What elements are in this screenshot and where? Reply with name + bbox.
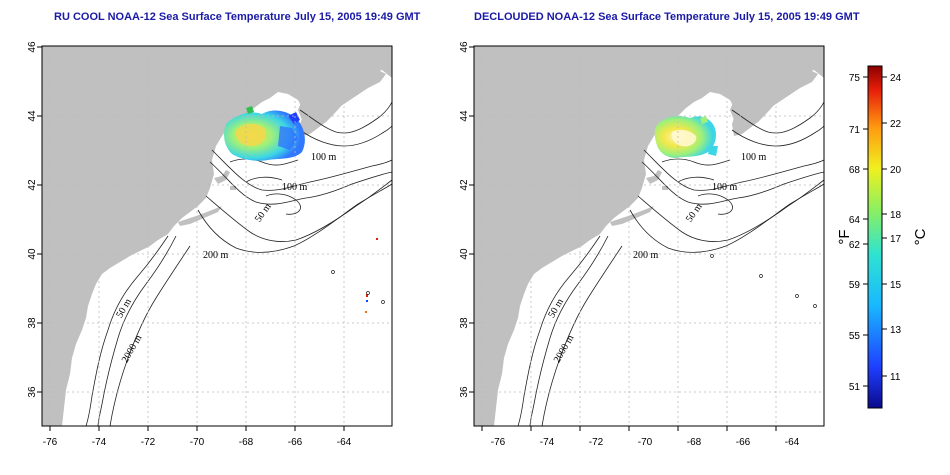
plot-frame — [41, 45, 393, 427]
lon-tick-label: -66 — [736, 437, 751, 448]
lat-tick-label: 38 — [27, 317, 38, 329]
lat-tick-label: 40 — [459, 248, 470, 260]
celsius-unit-label: °C — [912, 228, 929, 245]
lon-tick-label: -68 — [687, 437, 702, 448]
long-island — [178, 206, 222, 226]
contour-islet — [331, 270, 335, 274]
sst-data-patch — [224, 106, 305, 161]
celsius-tick: 20 — [890, 165, 902, 176]
contour-islet — [759, 274, 763, 278]
sst-pixel — [365, 311, 367, 313]
axis-ticks — [469, 46, 777, 431]
cape-cod — [646, 170, 662, 184]
contour-islet — [381, 300, 385, 304]
lon-tick-label: -74 — [92, 437, 107, 448]
lon-tick-label: -72 — [589, 437, 604, 448]
sst-pixel — [366, 300, 368, 302]
lon-tick-label: -66 — [288, 437, 303, 448]
panel-left-title: RU COOL NOAA-12 Sea Surface Temperature … — [54, 11, 421, 23]
fahrenheit-tick: 51 — [849, 382, 861, 393]
sst-pixel — [376, 238, 378, 240]
lat-tick-label: 36 — [27, 386, 38, 398]
contour-label-100m: 100 m — [741, 152, 767, 163]
lat-axis-labels: 36 38 40 42 44 46 — [459, 41, 470, 398]
lon-tick-label: -76 — [491, 437, 506, 448]
celsius-tick: 22 — [890, 119, 902, 130]
temperature-colorbar: 75 71 68 64 62 59 55 51 24 22 20 18 17 1… — [836, 65, 929, 409]
lon-axis-labels: -76 -74 -72 -70 -68 -66 -64 — [43, 437, 352, 448]
lat-tick-label: 46 — [459, 41, 470, 53]
fahrenheit-tick: 59 — [849, 280, 861, 291]
contour-label-100m: 100 m — [311, 152, 337, 163]
fahrenheit-tick: 55 — [849, 331, 861, 342]
fahrenheit-tick: 68 — [849, 165, 861, 176]
contour-label-100m: 100 m — [712, 182, 738, 193]
celsius-tick: 13 — [890, 325, 902, 336]
lat-tick-label: 44 — [459, 110, 470, 122]
long-island — [610, 206, 654, 226]
lat-tick-label: 38 — [459, 317, 470, 329]
map-panel-left: 100 m 100 m 50 m 200 m 50 m 2000 m -76 -… — [27, 41, 393, 448]
fahrenheit-tick: 71 — [849, 125, 861, 136]
fahrenheit-unit-label: °F — [836, 229, 853, 244]
lat-tick-label: 44 — [27, 110, 38, 122]
bathymetry-contours — [517, 101, 825, 427]
lon-tick-label: -70 — [638, 437, 653, 448]
lon-tick-label: -68 — [239, 437, 254, 448]
lon-tick-label: -70 — [190, 437, 205, 448]
land-mass — [42, 46, 392, 426]
sst-pixel — [366, 294, 368, 297]
fahrenheit-tick: 64 — [849, 215, 861, 226]
fahrenheit-tick: 62 — [849, 240, 861, 251]
lat-tick-label: 40 — [27, 248, 38, 260]
celsius-tick: 11 — [890, 372, 901, 383]
cape-cod — [214, 170, 230, 184]
lat-tick-label: 42 — [459, 179, 470, 191]
colorbar-tick-marks — [863, 76, 887, 387]
lat-axis-labels: 36 38 40 42 44 46 — [27, 41, 38, 398]
celsius-tick: 18 — [890, 210, 902, 221]
contour-islet — [813, 304, 817, 308]
lon-axis-labels: -76 -74 -72 -70 -68 -66 -64 — [491, 437, 800, 448]
lat-tick-label: 42 — [27, 179, 38, 191]
bathymetry-contours — [85, 101, 393, 427]
contour-label-200m: 200 m — [203, 250, 229, 261]
map-panel-right: 100 m 100 m 50 m 200 m 50 m 2000 m -76 -… — [459, 41, 825, 448]
fahrenheit-tick-labels: 75 71 68 64 62 59 55 51 — [849, 73, 861, 393]
contour-label-200m: 200 m — [633, 250, 659, 261]
celsius-tick: 15 — [890, 280, 902, 291]
lon-tick-label: -76 — [43, 437, 58, 448]
graticule — [42, 46, 392, 426]
contour-islet — [366, 291, 370, 295]
panel-right-title: DECLOUDED NOAA-12 Sea Surface Temperatur… — [474, 11, 860, 23]
contour-islet — [710, 254, 714, 258]
land-mass — [474, 46, 824, 426]
lon-tick-label: -64 — [337, 437, 352, 448]
lat-tick-label: 46 — [27, 41, 38, 53]
celsius-tick-labels: 24 22 20 18 17 15 13 11 — [890, 73, 902, 383]
fahrenheit-tick: 75 — [849, 73, 861, 84]
axis-ticks — [37, 46, 345, 431]
lon-tick-label: -74 — [540, 437, 555, 448]
celsius-tick: 24 — [890, 73, 902, 84]
lon-tick-label: -64 — [785, 437, 800, 448]
lon-tick-label: -72 — [141, 437, 156, 448]
celsius-tick: 17 — [890, 234, 902, 245]
contour-label-100m: 100 m — [282, 182, 308, 193]
graticule — [474, 46, 824, 426]
colorbar-gradient — [867, 65, 883, 409]
lat-tick-label: 36 — [459, 386, 470, 398]
nova-scotia — [730, 70, 818, 122]
nova-scotia — [298, 70, 386, 122]
contour-islet — [795, 294, 799, 298]
plot-frame — [473, 45, 825, 427]
